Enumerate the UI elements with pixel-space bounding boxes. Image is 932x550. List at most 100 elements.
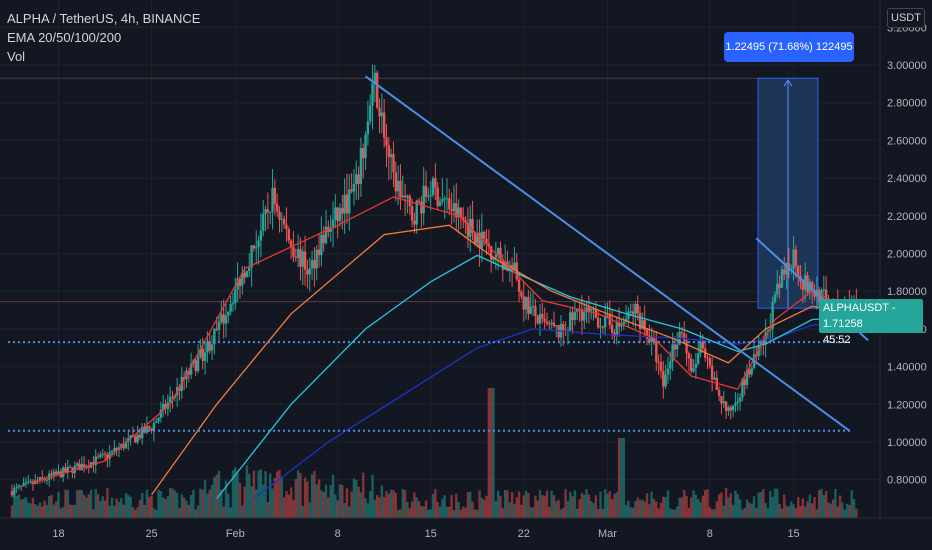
candle-body xyxy=(129,435,132,439)
volume-bar xyxy=(124,492,128,518)
currency-badge[interactable]: USDT xyxy=(887,8,925,28)
symbol-title[interactable]: ALPHA / TetherUS, 4h, BINANCE xyxy=(7,11,201,26)
volume-bar xyxy=(285,491,288,518)
candle-body xyxy=(431,178,435,195)
candle-body xyxy=(29,481,32,483)
grid-lines xyxy=(0,0,880,518)
candle-body xyxy=(317,249,321,256)
time-axis[interactable]: 18 25 Feb 8 15 22 Mar 8 15 xyxy=(0,517,932,540)
volume-bar xyxy=(543,495,546,518)
candle-body xyxy=(355,174,358,184)
volume-bar xyxy=(778,504,781,518)
volume-bar xyxy=(529,507,532,518)
volume-bar xyxy=(320,490,323,518)
volume-bar xyxy=(601,508,605,518)
candle-body xyxy=(152,422,156,431)
volume-bar xyxy=(464,507,467,518)
volume-bar xyxy=(150,495,153,518)
volume-bar xyxy=(164,499,167,518)
candle-body xyxy=(145,426,149,433)
price-axis[interactable]: 3.200003.000002.800002.600002.400002.200… xyxy=(879,0,927,518)
candle-body xyxy=(731,405,735,411)
candle-body xyxy=(427,196,430,198)
volume-bar xyxy=(341,484,344,518)
candle-body xyxy=(690,358,693,372)
downtrend-line-major[interactable] xyxy=(364,75,850,432)
candle-body xyxy=(115,448,118,451)
volume-bar xyxy=(710,509,714,518)
candle-body xyxy=(303,251,307,270)
volume-bar xyxy=(808,494,812,518)
last-price-tag: ALPHAUSDT - 1.71258 45:52 xyxy=(819,299,923,346)
time-tick-label: 15 xyxy=(787,528,799,540)
candle-body xyxy=(120,443,123,448)
volume-bar xyxy=(215,474,218,518)
candle-body xyxy=(771,301,774,329)
volume-bar xyxy=(783,494,786,518)
candle-body xyxy=(282,218,286,225)
volume-bar xyxy=(622,438,625,518)
candle-body xyxy=(215,328,218,330)
volume-bar xyxy=(424,500,428,518)
candle-body xyxy=(262,213,265,231)
candle-body xyxy=(194,360,197,371)
volume-indicator-label[interactable]: Vol xyxy=(7,49,26,64)
volume-bar xyxy=(366,503,370,518)
volume-bar xyxy=(231,470,235,518)
volume-bar xyxy=(780,508,784,518)
candle-body xyxy=(710,365,714,380)
volume-bar xyxy=(513,504,516,518)
candle-body xyxy=(210,344,214,351)
candle-body xyxy=(527,297,530,314)
chart-legend: ALPHA / TetherUS, 4h, BINANCE EMA 20/50/… xyxy=(7,9,200,66)
volume-bar xyxy=(566,500,570,518)
candle-body xyxy=(329,228,332,232)
candle-body xyxy=(641,320,644,329)
volume-bar xyxy=(73,504,77,518)
volume-bar xyxy=(201,489,204,518)
measure-tool[interactable] xyxy=(757,77,819,309)
volume-bar xyxy=(266,502,270,518)
candle-body xyxy=(596,317,600,328)
volume-bar xyxy=(317,479,321,518)
volume-bar xyxy=(134,509,137,518)
volume-bar xyxy=(343,502,346,518)
candle-body xyxy=(287,229,291,241)
volume-bar xyxy=(101,496,104,518)
volume-bar xyxy=(562,507,565,518)
candle-body xyxy=(464,220,467,223)
volume-bars xyxy=(10,388,858,518)
volume-bar xyxy=(206,493,209,518)
volume-bar xyxy=(769,490,772,518)
candle-body xyxy=(569,312,572,331)
candle-body xyxy=(41,477,44,479)
volume-bar xyxy=(641,499,644,518)
candle-body xyxy=(692,368,695,372)
candle-body xyxy=(478,232,481,248)
volume-bar xyxy=(508,502,511,518)
candle-body xyxy=(220,314,223,322)
candle-body xyxy=(676,344,679,350)
candle-body xyxy=(610,325,614,333)
candle-body xyxy=(592,308,595,310)
volume-bar xyxy=(345,488,349,518)
candle-body xyxy=(278,211,281,220)
candle-body xyxy=(371,83,374,106)
volume-bar xyxy=(748,502,751,518)
candle-body xyxy=(164,403,167,409)
candle-body xyxy=(576,308,579,312)
volume-bar xyxy=(794,507,798,518)
volume-bar xyxy=(522,495,525,518)
volume-bar xyxy=(636,497,639,518)
volume-bar xyxy=(322,491,325,518)
ema-indicator-label[interactable]: EMA 20/50/100/200 xyxy=(7,30,122,45)
volume-bar xyxy=(268,473,272,518)
volume-bar xyxy=(482,499,486,518)
candle-body xyxy=(541,313,544,319)
volume-bar xyxy=(10,505,14,518)
candle-body xyxy=(724,401,728,411)
candle-body xyxy=(415,200,418,225)
volume-bar xyxy=(545,490,549,518)
volume-bar xyxy=(334,494,337,518)
